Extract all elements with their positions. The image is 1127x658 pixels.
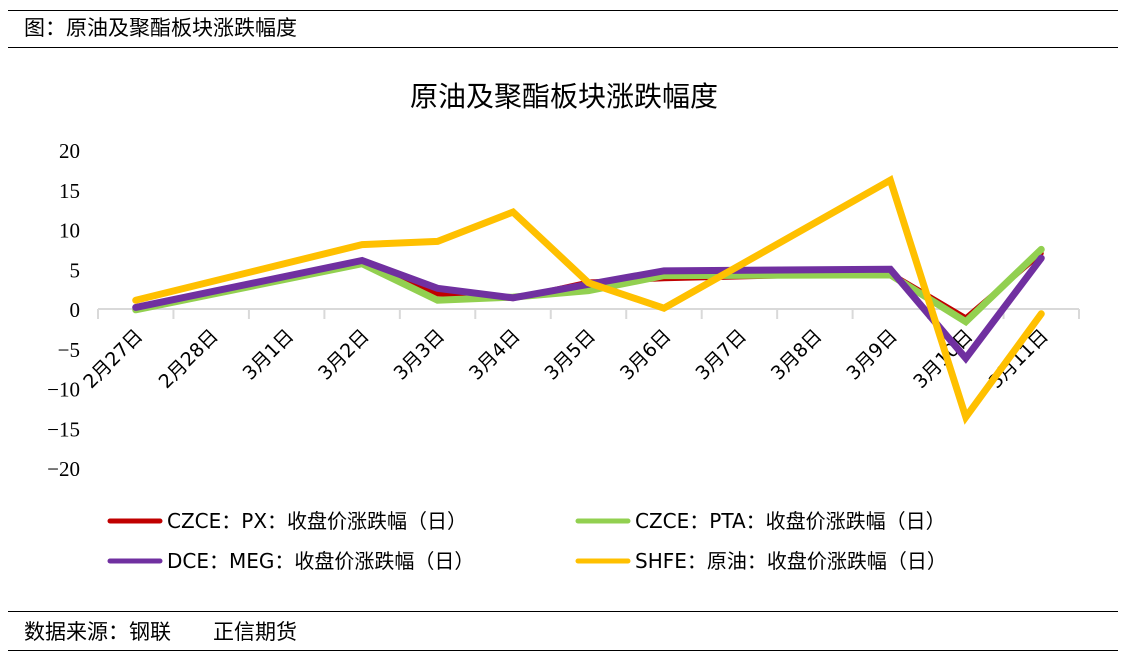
legend-item: SHFE：原油：收盘价涨跌幅（日）	[575, 549, 947, 573]
legend: CZCE：PX：收盘价涨跌幅（日） CZCE：PTA：收盘价涨跌幅（日） DCE：M…	[107, 509, 947, 573]
chart-title: 原油及聚酯板块涨跌幅度	[410, 80, 718, 113]
legend-item: CZCE：PX：收盘价涨跌幅（日）	[107, 509, 467, 533]
legend-label: CZCE：PTA：收盘价涨跌幅（日）	[635, 509, 946, 533]
legend-item: CZCE：PTA：收盘价涨跌幅（日）	[575, 509, 946, 533]
x-tick-label: 3月2日	[314, 325, 374, 385]
legend-label: SHFE：原油：收盘价涨跌幅（日）	[635, 549, 947, 573]
x-tick-label: 3月4日	[465, 325, 525, 385]
y-tick-label: −5	[58, 338, 80, 362]
y-tick-label: 15	[59, 179, 80, 203]
source-rule	[8, 611, 1118, 612]
x-tick-label: 3月7日	[691, 325, 751, 385]
x-tick-label: 3月8日	[767, 325, 827, 385]
x-tick-label: 2月28日	[155, 325, 223, 393]
x-tick-label: 3月3日	[390, 325, 450, 385]
x-tick-label: 3月5日	[541, 325, 601, 385]
series-lines	[132, 175, 1045, 425]
legend-label: CZCE：PX：收盘价涨跌幅（日）	[167, 509, 467, 533]
x-tick-label: 3月9日	[842, 325, 902, 385]
top-rule	[8, 10, 1118, 11]
x-axis	[97, 308, 1080, 319]
y-tick-label: 5	[70, 258, 81, 282]
legend-label: DCE：MEG：收盘价涨跌幅（日）	[167, 549, 474, 573]
y-tick-label: 20	[59, 139, 80, 163]
y-tick-label: 10	[59, 219, 80, 243]
caption-rule	[8, 47, 1118, 48]
legend-item: DCE：MEG：收盘价涨跌幅（日）	[107, 549, 474, 573]
y-tick-label: −10	[47, 378, 80, 402]
y-tick-label: −15	[47, 417, 80, 441]
bottom-rule	[8, 650, 1118, 651]
x-tick-label: 3月1日	[239, 325, 299, 385]
source-caption: 数据来源：钢联 正信期货	[24, 620, 297, 644]
y-axis: 20 15 10 5 0 −5 −10 −15 −20	[47, 139, 80, 481]
x-tick-label: 3月6日	[616, 325, 676, 385]
y-tick-label: −20	[47, 457, 80, 481]
series-line-3	[132, 175, 1045, 425]
y-tick-label: 0	[70, 298, 81, 322]
x-tick-label: 2月27日	[79, 325, 147, 393]
figure-caption: 图：原油及聚酯板块涨跌幅度	[24, 16, 297, 40]
x-tick-labels: 2月27日 2月28日 3月1日 3月2日 3月3日 3月4日 3月5日 3月6日 3月7日 3月…	[79, 325, 1053, 393]
